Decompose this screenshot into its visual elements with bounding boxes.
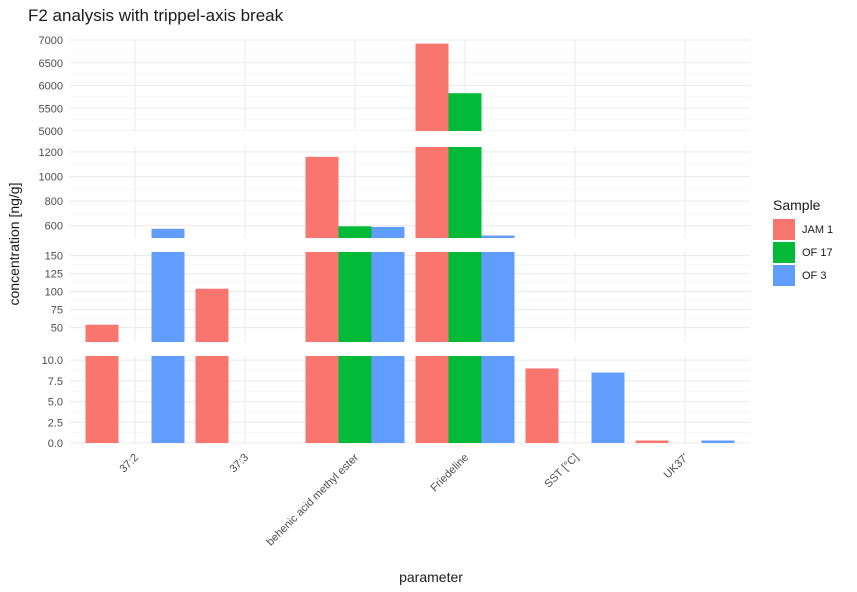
legend-title: Sample xyxy=(773,197,821,213)
bar-of-3 xyxy=(371,226,405,238)
bar-of-3 xyxy=(591,372,625,443)
legend: Sample JAM 1 OF 17 OF 3 xyxy=(773,197,833,286)
bar-jam-1 xyxy=(415,147,449,238)
y-tick-label: 600 xyxy=(45,221,63,233)
bar-jam-1 xyxy=(85,356,119,443)
axis-break xyxy=(70,238,750,252)
bar-of-17 xyxy=(338,356,372,443)
y-tick-label: 7.5 xyxy=(48,376,63,388)
bar-of-3 xyxy=(481,252,515,342)
panel-3: 50 75 100 125 150 xyxy=(45,251,750,342)
bar-of-17 xyxy=(338,226,372,238)
axis-break xyxy=(70,131,750,147)
y-tick-label: 6500 xyxy=(39,58,63,70)
plot-area: 5000 5500 6000 6500 7000 600 800 1000 1200 50 75 10… xyxy=(39,35,750,450)
axis-break xyxy=(70,342,750,356)
bar-jam-1 xyxy=(525,368,559,443)
x-tick-label: SST [°C] xyxy=(542,452,581,491)
x-tick-label: UK37' xyxy=(662,452,691,481)
bar-of-17 xyxy=(338,252,372,342)
bar-jam-1 xyxy=(635,440,669,443)
bar-of-17 xyxy=(448,356,482,443)
y-tick-label: 125 xyxy=(45,269,63,281)
legend-key-of-3 xyxy=(773,265,795,286)
x-axis-title: parameter xyxy=(399,569,463,585)
legend-key-of-17 xyxy=(773,242,795,263)
bar-jam-1 xyxy=(415,252,449,342)
bar-jam-1 xyxy=(195,288,229,342)
chart-title: F2 analysis with trippel-axis break xyxy=(28,6,284,25)
x-tick-label: 37:2 xyxy=(117,452,141,476)
bar-jam-1 xyxy=(305,156,339,238)
legend-key-jam-1 xyxy=(773,219,795,240)
x-axis: 37:2 37:3 behenic acid methyl ester Friedel… xyxy=(117,451,691,548)
x-tick-label: Friedeline xyxy=(428,452,471,495)
panel-4: 0.0 2.5 5.0 7.5 10.0 xyxy=(42,355,750,450)
legend-label: OF 3 xyxy=(802,270,826,282)
bar-of-3 xyxy=(151,228,185,238)
y-tick-label: 800 xyxy=(45,196,63,208)
bar-jam-1 xyxy=(305,356,339,443)
y-tick-label: 7000 xyxy=(39,35,63,47)
legend-label: OF 17 xyxy=(802,247,833,259)
legend-label: JAM 1 xyxy=(802,224,833,236)
y-tick-label: 1200 xyxy=(39,147,63,159)
y-tick-label: 10.0 xyxy=(42,355,63,367)
y-axis-title: concentration [ng/g] xyxy=(6,183,22,306)
bar-of-3 xyxy=(701,440,735,443)
x-tick-label: behenic acid methyl ester xyxy=(264,451,361,548)
y-tick-label: 1000 xyxy=(39,172,63,184)
bar-of-3 xyxy=(151,356,185,443)
y-tick-label: 2.5 xyxy=(48,417,63,429)
bar-of-3 xyxy=(481,356,515,443)
bar-of-3 xyxy=(151,252,185,342)
bar-of-17 xyxy=(448,93,482,131)
y-tick-label: 100 xyxy=(45,287,63,299)
y-tick-label: 5000 xyxy=(39,126,63,138)
y-tick-label: 0.0 xyxy=(48,438,63,450)
y-tick-label: 75 xyxy=(51,305,63,317)
bar-of-3 xyxy=(371,356,405,443)
panel-2: 600 800 1000 1200 xyxy=(39,147,750,238)
bar-of-17 xyxy=(448,252,482,342)
y-tick-label: 6000 xyxy=(39,81,63,93)
bar-of-3 xyxy=(371,252,405,342)
x-tick-label: 37:3 xyxy=(227,452,251,476)
bar-of-17 xyxy=(448,147,482,238)
bar-jam-1 xyxy=(305,252,339,342)
bar-jam-1 xyxy=(195,356,229,443)
y-tick-label: 5.0 xyxy=(48,397,63,409)
y-tick-label: 150 xyxy=(45,251,63,263)
y-tick-label: 5500 xyxy=(39,103,63,115)
bar-jam-1 xyxy=(415,356,449,443)
panel-1: 5000 5500 6000 6500 7000 xyxy=(39,35,750,138)
bar-jam-1 xyxy=(85,324,119,342)
bar-jam-1 xyxy=(415,43,449,131)
bar-of-3 xyxy=(481,235,515,238)
y-tick-label: 50 xyxy=(51,323,63,335)
